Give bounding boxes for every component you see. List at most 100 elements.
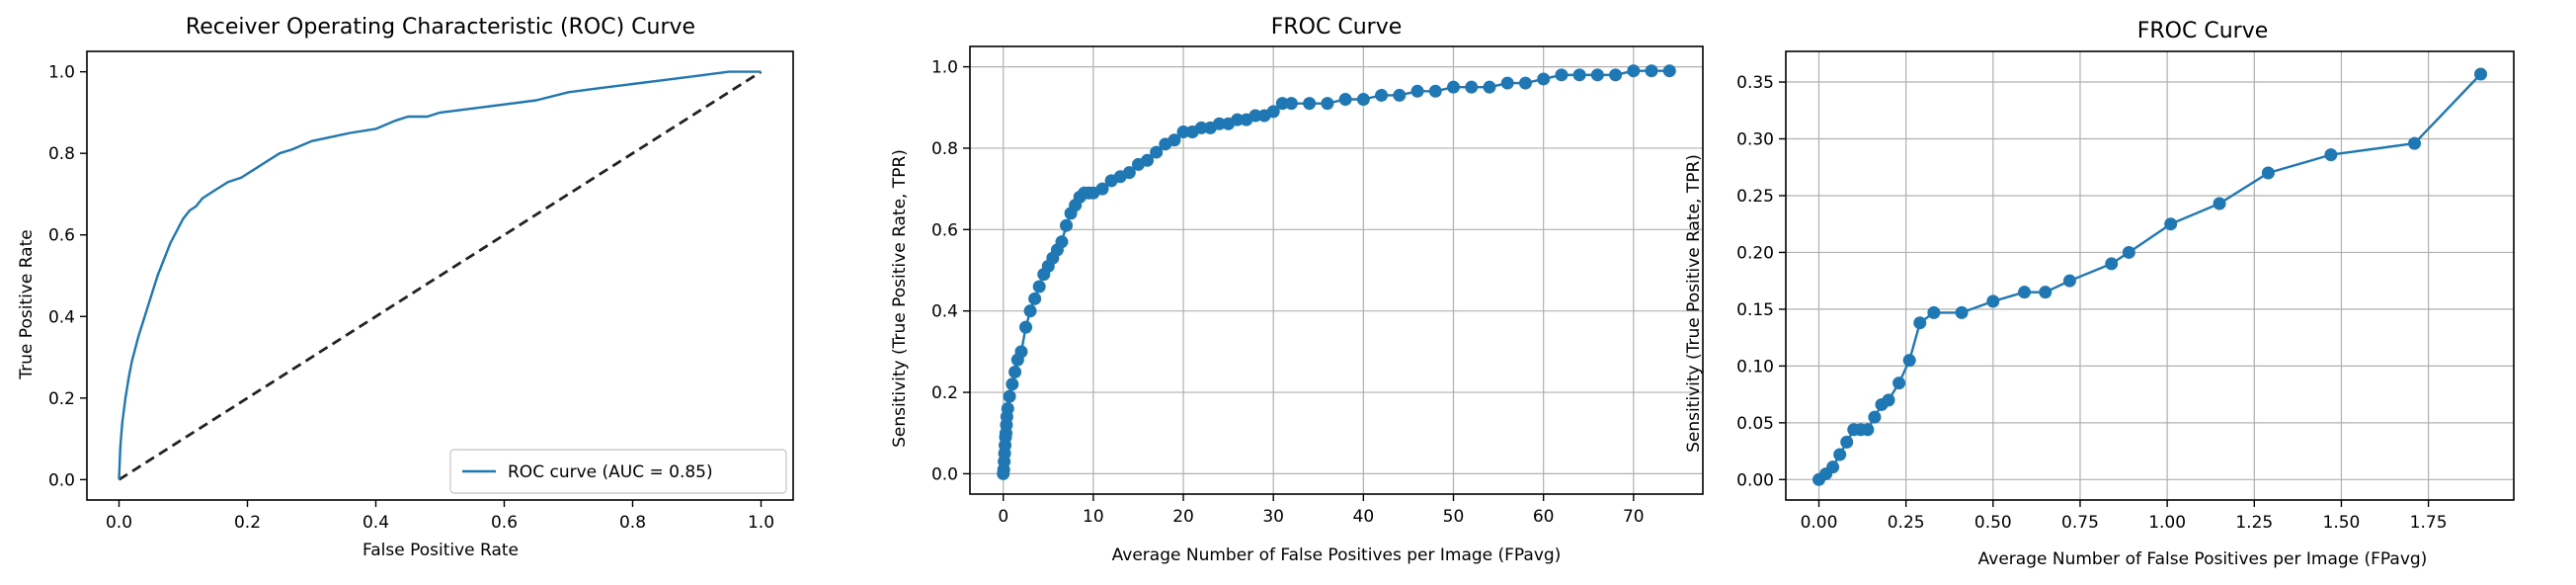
y-tick-label: 0.6 bbox=[48, 226, 75, 246]
x-tick-label: 0.0 bbox=[106, 513, 132, 533]
y-tick-label: 0.2 bbox=[931, 383, 958, 403]
data-point bbox=[2105, 257, 2119, 271]
data-point bbox=[1275, 97, 1289, 111]
x-tick-label: 0.2 bbox=[234, 513, 261, 533]
y-tick-label: 0.2 bbox=[48, 389, 75, 409]
y-tick-label: 0.0 bbox=[931, 464, 958, 484]
y-tick-label: 0.00 bbox=[1736, 470, 1774, 490]
y-axis-label: True Positive Rate bbox=[17, 229, 37, 379]
data-point bbox=[1321, 97, 1334, 111]
data-point bbox=[1028, 292, 1042, 305]
y-tick-label: 0.35 bbox=[1736, 73, 1774, 93]
data-point bbox=[1393, 88, 1407, 102]
data-point bbox=[2408, 136, 2421, 150]
data-point bbox=[1055, 235, 1069, 249]
x-tick-label: 20 bbox=[1172, 507, 1194, 527]
data-point bbox=[1194, 121, 1208, 134]
data-point bbox=[1410, 84, 1424, 98]
data-point bbox=[1167, 133, 1181, 147]
data-point bbox=[2039, 286, 2053, 299]
y-tick-label: 0.10 bbox=[1736, 357, 1774, 376]
y-tick-label: 0.0 bbox=[48, 470, 75, 490]
y-tick-label: 0.15 bbox=[1736, 300, 1774, 320]
data-point bbox=[1023, 304, 1037, 318]
data-point bbox=[2474, 67, 2487, 81]
x-tick-label: 0 bbox=[998, 507, 1008, 527]
data-point bbox=[1572, 68, 1586, 82]
chart-title: Receiver Operating Characteristic (ROC) … bbox=[186, 15, 695, 40]
data-point bbox=[1176, 125, 1190, 138]
x-tick-label: 0.50 bbox=[1974, 513, 2012, 533]
x-axis-label: False Positive Rate bbox=[362, 541, 519, 560]
x-tick-label: 10 bbox=[1083, 507, 1104, 527]
data-point bbox=[1627, 64, 1641, 78]
y-axis-label: Sensitivity (True Positive Rate, TPR) bbox=[1684, 154, 1704, 453]
data-point bbox=[1662, 64, 1676, 78]
x-tick-label: 50 bbox=[1443, 507, 1465, 527]
chance-diagonal-line bbox=[118, 70, 763, 481]
roc-chart: Receiver Operating Characteristic (ROC) … bbox=[17, 15, 794, 560]
data-point bbox=[1019, 320, 1033, 334]
froc-chart-left: FROC Curve Average Number of False Posit… bbox=[890, 15, 1704, 565]
plot-frame bbox=[969, 45, 1704, 495]
data-point bbox=[1927, 305, 1941, 319]
data-point bbox=[2018, 286, 2032, 299]
y-tick-label: 1.0 bbox=[48, 63, 75, 83]
x-tick-label: 60 bbox=[1533, 507, 1555, 527]
y-tick-label: 0.25 bbox=[1736, 187, 1774, 207]
chart-title: FROC Curve bbox=[1271, 15, 1403, 40]
data-point bbox=[1986, 294, 2000, 308]
data-point bbox=[2062, 274, 2076, 288]
series-line bbox=[1002, 69, 1670, 474]
x-tick-label: 40 bbox=[1353, 507, 1375, 527]
data-point bbox=[1428, 84, 1442, 98]
data-point bbox=[1483, 80, 1496, 94]
y-tick-label: 0.4 bbox=[931, 302, 958, 322]
x-tick-label: 0.4 bbox=[362, 513, 389, 533]
data-point bbox=[1913, 316, 1927, 330]
data-point bbox=[1248, 109, 1262, 123]
data-point bbox=[1375, 88, 1389, 102]
x-axis-label: Average Number of False Positives per Im… bbox=[1112, 545, 1562, 565]
froc-chart-right: FROC Curve Average Number of False Posit… bbox=[1684, 19, 2515, 569]
data-point bbox=[1032, 280, 1046, 293]
data-point bbox=[1500, 76, 1514, 90]
y-tick-label: 0.6 bbox=[931, 220, 958, 240]
x-axis-label: Average Number of False Positives per Im… bbox=[1978, 549, 2428, 569]
data-point bbox=[1555, 68, 1569, 82]
data-point bbox=[1003, 389, 1016, 403]
chart-title: FROC Curve bbox=[2137, 19, 2269, 43]
x-tick-label: 0.8 bbox=[619, 513, 646, 533]
data-point bbox=[1006, 377, 1019, 391]
data-point bbox=[1465, 80, 1479, 94]
data-point bbox=[1266, 105, 1280, 119]
data-point bbox=[2324, 148, 2338, 162]
y-tick-label: 0.30 bbox=[1736, 130, 1774, 150]
data-point bbox=[1861, 423, 1875, 437]
data-point bbox=[2213, 197, 2226, 210]
x-tick-label: 1.25 bbox=[2235, 513, 2273, 533]
data-point bbox=[1868, 410, 1882, 424]
series-line bbox=[118, 70, 762, 480]
x-tick-label: 1.75 bbox=[2410, 513, 2448, 533]
data-point bbox=[1537, 72, 1551, 86]
data-point bbox=[1826, 460, 1840, 474]
x-tick-label: 0.75 bbox=[2061, 513, 2099, 533]
data-point bbox=[1141, 153, 1155, 167]
data-point bbox=[1955, 305, 1969, 319]
y-tick-label: 0.8 bbox=[931, 139, 958, 159]
data-point bbox=[1122, 166, 1136, 180]
data-point bbox=[1150, 145, 1164, 159]
data-point bbox=[1212, 117, 1226, 130]
plot-frame bbox=[1785, 50, 2515, 501]
data-point bbox=[1518, 76, 1532, 90]
data-point bbox=[1356, 93, 1370, 107]
data-point bbox=[1338, 93, 1352, 107]
x-tick-label: 1.50 bbox=[2323, 513, 2361, 533]
data-point bbox=[1609, 68, 1623, 82]
y-tick-label: 0.8 bbox=[48, 144, 75, 164]
data-point bbox=[1447, 80, 1461, 94]
x-tick-label: 1.0 bbox=[748, 513, 774, 533]
x-tick-label: 0.00 bbox=[1801, 513, 1838, 533]
